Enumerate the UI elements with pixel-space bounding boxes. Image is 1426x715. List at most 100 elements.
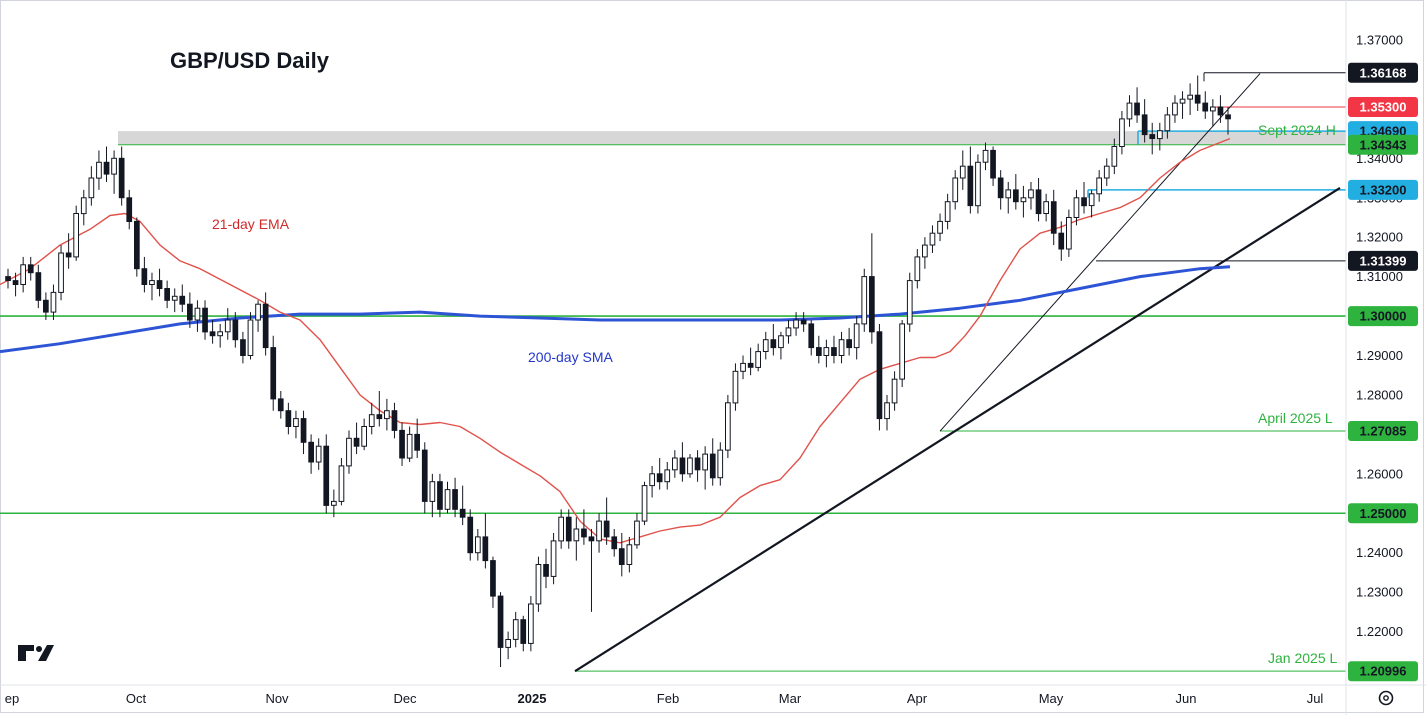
price-tag-1.27085[interactable]: 1.27085 <box>1348 421 1418 441</box>
candle[interactable] <box>103 146 110 182</box>
candle[interactable] <box>1058 221 1065 261</box>
candle[interactable] <box>740 355 746 380</box>
candle[interactable] <box>247 312 254 360</box>
candle[interactable] <box>725 394 731 459</box>
candle[interactable] <box>126 189 133 230</box>
candle[interactable] <box>376 390 383 427</box>
candle[interactable] <box>778 331 784 360</box>
candle[interactable] <box>1210 99 1216 127</box>
candle[interactable] <box>869 233 875 344</box>
candle[interactable] <box>1028 181 1034 210</box>
candle[interactable] <box>96 150 102 190</box>
candle[interactable] <box>1164 107 1171 139</box>
candle[interactable] <box>1225 107 1231 135</box>
candle[interactable] <box>967 146 974 214</box>
candle[interactable] <box>5 268 11 289</box>
candle[interactable] <box>929 225 936 253</box>
price-tag-1.30000[interactable]: 1.30000 <box>1348 306 1418 327</box>
candle[interactable] <box>694 450 701 482</box>
candle[interactable] <box>391 402 398 439</box>
candle[interactable] <box>1111 138 1118 175</box>
candle[interactable] <box>277 390 284 419</box>
candle[interactable] <box>535 556 542 612</box>
candle[interactable] <box>672 450 678 478</box>
candle[interactable] <box>853 316 860 360</box>
price-tag-1.25000[interactable]: 1.25000 <box>1348 503 1418 524</box>
candle[interactable] <box>603 497 610 545</box>
candle[interactable] <box>141 256 148 293</box>
candle[interactable] <box>846 327 852 356</box>
candle[interactable] <box>982 142 989 171</box>
candle[interactable] <box>1005 181 1012 214</box>
candle[interactable] <box>1096 170 1103 202</box>
candle[interactable] <box>543 548 549 589</box>
candle[interactable] <box>338 458 345 506</box>
candle[interactable] <box>80 189 87 226</box>
candle[interactable] <box>399 422 405 466</box>
candle[interactable] <box>111 150 117 194</box>
candle[interactable] <box>687 454 693 478</box>
candle[interactable] <box>906 272 913 332</box>
candle[interactable] <box>573 517 580 561</box>
price-axis[interactable]: 1.370001.340001.330001.320001.310001.290… <box>1356 33 1403 640</box>
candle[interactable] <box>187 292 193 328</box>
candle[interactable] <box>1194 75 1201 111</box>
candle[interactable] <box>588 529 595 612</box>
candle[interactable] <box>452 477 458 518</box>
candle[interactable] <box>899 320 905 388</box>
candle[interactable] <box>346 430 352 474</box>
candle[interactable] <box>1103 158 1110 186</box>
candle[interactable] <box>490 556 496 608</box>
candle[interactable] <box>156 268 163 297</box>
candle[interactable] <box>1119 110 1125 155</box>
candle[interactable] <box>1081 181 1087 214</box>
candle[interactable] <box>1073 189 1080 226</box>
candle[interactable] <box>482 513 489 569</box>
candle[interactable] <box>444 481 451 514</box>
candle[interactable] <box>755 343 761 372</box>
gear-icon[interactable] <box>1378 690 1394 706</box>
candle[interactable] <box>952 170 959 210</box>
candle[interactable] <box>520 615 527 652</box>
candle[interactable] <box>649 465 655 498</box>
candle[interactable] <box>990 146 996 186</box>
candle[interactable] <box>331 489 337 518</box>
candle[interactable] <box>891 371 898 411</box>
candle[interactable] <box>240 331 246 364</box>
candle[interactable] <box>1013 174 1019 210</box>
candle[interactable] <box>702 446 708 490</box>
candle[interactable] <box>861 268 868 332</box>
candle[interactable] <box>664 461 671 490</box>
candle[interactable] <box>35 264 42 309</box>
candle[interactable] <box>459 485 466 526</box>
candle[interactable] <box>512 611 519 648</box>
candle[interactable] <box>134 217 140 277</box>
candle[interactable] <box>270 335 277 411</box>
candle[interactable] <box>118 146 125 206</box>
candle[interactable] <box>641 481 648 526</box>
candle[interactable] <box>1179 91 1186 119</box>
candle[interactable] <box>717 442 724 486</box>
candle[interactable] <box>497 592 504 668</box>
candle[interactable] <box>209 320 216 344</box>
candle[interactable] <box>550 532 557 585</box>
candle[interactable] <box>164 280 171 309</box>
candle[interactable] <box>679 442 686 482</box>
candle[interactable] <box>914 249 921 289</box>
price-tag-1.34343[interactable]: 1.34343 <box>1348 134 1418 155</box>
candle[interactable] <box>58 245 64 301</box>
candle[interactable] <box>1043 193 1050 222</box>
price-tag-1.35300[interactable]: 1.35300 <box>1348 97 1418 117</box>
candle[interactable] <box>353 422 360 455</box>
candle[interactable] <box>959 150 966 190</box>
candle[interactable] <box>323 434 330 514</box>
candle[interactable] <box>793 312 799 336</box>
candle[interactable] <box>179 284 186 313</box>
candle[interactable] <box>421 442 428 514</box>
candle[interactable] <box>194 300 201 332</box>
candle[interactable] <box>800 312 807 332</box>
candle[interactable] <box>816 335 822 364</box>
price-tag-1.20996[interactable]: 1.20996 <box>1348 661 1418 682</box>
price-tag-1.36168[interactable]: 1.36168 <box>1348 62 1418 83</box>
